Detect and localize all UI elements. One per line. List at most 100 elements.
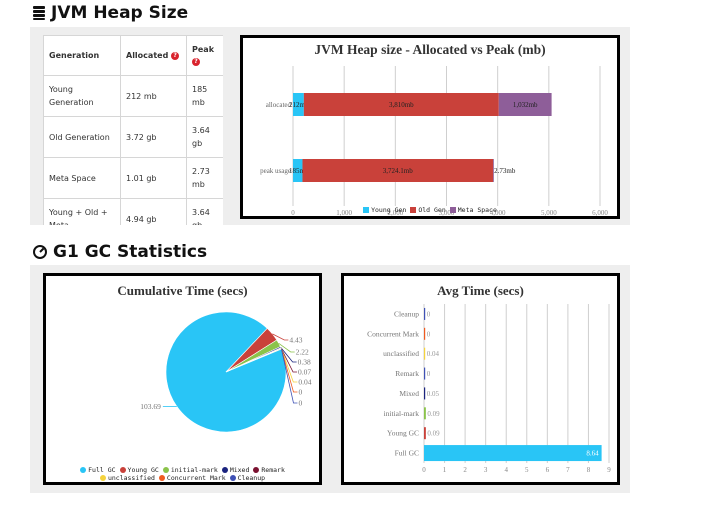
- table-row: Young + Old + Meta 4.94 gb 3.64 gb: [43, 198, 223, 225]
- database-icon: [33, 6, 45, 20]
- legend-swatch: [410, 207, 417, 213]
- gc-section-title-text: G1 GC Statistics: [53, 242, 208, 262]
- cell-peak: 3.64 gb: [186, 116, 223, 158]
- legend-item[interactable]: Remark: [253, 466, 285, 474]
- cell-allocated: 3.72 gb: [120, 116, 187, 158]
- legend-swatch: [363, 207, 370, 213]
- slice-label: 0.04: [298, 378, 311, 387]
- x-tick-label: 2: [463, 466, 467, 474]
- category-label: peak usage: [260, 167, 291, 175]
- legend-label: Meta Space: [457, 206, 497, 214]
- legend-label: Mixed: [229, 466, 250, 474]
- help-icon[interactable]: ?: [171, 51, 180, 60]
- data-label: 0.09: [427, 430, 440, 438]
- cell-peak: 185 mb: [186, 75, 223, 117]
- gauge-icon: [33, 245, 47, 259]
- bar: [424, 445, 602, 462]
- category-label: unclassified: [383, 349, 419, 358]
- heap-chart-title: JVM Heap size - Allocated vs Peak (mb): [314, 42, 546, 57]
- cell-allocated: 212 mb: [120, 75, 187, 117]
- x-tick-label: 2,000: [387, 209, 403, 217]
- x-tick-label: 7: [566, 466, 570, 474]
- cell-generation: Young + Old + Meta: [43, 198, 121, 225]
- slice-label: 0.38: [298, 358, 311, 367]
- legend-item[interactable]: initial-mark: [162, 466, 218, 474]
- leader-line: [272, 333, 289, 341]
- avg-chart-title: Avg Time (secs): [437, 283, 524, 298]
- bar-segment: [493, 159, 494, 182]
- heap-section-title-text: JVM Heap Size: [51, 3, 189, 23]
- x-tick-label: 3,000: [439, 209, 455, 217]
- x-tick-label: 4,000: [490, 209, 506, 217]
- slice-label: 103.69: [140, 402, 161, 411]
- legend-item[interactable]: Young Gen: [363, 206, 406, 214]
- bar: [424, 327, 426, 340]
- cell-allocated: 4.94 gb: [120, 198, 187, 225]
- legend-label: unclassified: [107, 474, 155, 482]
- data-label: 0.09: [427, 410, 440, 418]
- table-row: Young Generation 212 mb 185 mb: [43, 75, 223, 117]
- legend-item[interactable]: Cleanup: [229, 474, 265, 482]
- x-tick-label: 9: [607, 466, 611, 474]
- avg-chart-plot: 0 1 2 3 4 5 6 7 8 9 Cleanup 0 Concurrent Mark 0 unclas…: [367, 304, 611, 474]
- bar: [424, 367, 426, 380]
- x-tick-label: 4: [504, 466, 508, 474]
- gc-section-title: G1 GC Statistics: [33, 242, 207, 262]
- data-label: 0: [427, 310, 431, 318]
- help-icon[interactable]: ?: [192, 58, 200, 66]
- legend-label: Full GC: [88, 466, 116, 474]
- heap-table: Generation Allocated ? Peak? Young Gener…: [43, 35, 223, 225]
- leader-line: [281, 349, 298, 404]
- category-label: Concurrent Mark: [367, 329, 419, 338]
- heap-chart-legend: Young Gen Old Gen Meta Space: [243, 206, 617, 214]
- data-label: 185mb: [289, 167, 309, 175]
- header-allocated: Allocated ?: [120, 35, 187, 76]
- bar-segment: [302, 159, 494, 182]
- data-label: 0: [427, 330, 431, 338]
- leader-line: [280, 348, 298, 383]
- leader-line: [278, 342, 295, 353]
- bar-segment: [293, 159, 303, 182]
- legend-item[interactable]: unclassified: [99, 474, 155, 482]
- legend-item[interactable]: Concurrent Mark: [158, 474, 226, 482]
- bar-segment: [293, 93, 304, 116]
- slice-label: 2.22: [296, 348, 309, 357]
- x-tick-label: 1,000: [336, 209, 352, 217]
- bar-segment: [498, 93, 552, 116]
- legend-item[interactable]: Meta Space: [449, 206, 497, 214]
- data-label: 0.05: [427, 390, 440, 398]
- bar: [424, 427, 426, 440]
- legend-label: Young GC: [127, 466, 159, 474]
- slice-label: 0.07: [298, 368, 311, 377]
- cell-peak: 3.64 gb: [186, 198, 223, 225]
- bar: [424, 407, 426, 420]
- legend-item[interactable]: Full GC: [80, 466, 116, 474]
- legend-item[interactable]: Mixed: [221, 466, 250, 474]
- legend-swatch: [119, 467, 126, 473]
- data-label: 8.64: [586, 450, 599, 458]
- legend-label: initial-mark: [170, 466, 218, 474]
- cell-generation: Meta Space: [43, 157, 121, 199]
- data-label: 0: [427, 370, 431, 378]
- slice-label: 0: [298, 388, 302, 397]
- legend-label: Old Gen: [418, 206, 446, 214]
- x-tick-label: 6: [546, 466, 550, 474]
- bar-segment: [303, 93, 499, 116]
- category-label: initial-mark: [384, 409, 420, 418]
- table-row: Meta Space 1.01 gb 2.73 mb: [43, 157, 223, 199]
- x-tick-label: 5,000: [541, 209, 557, 217]
- legend-item[interactable]: Old Gen: [410, 206, 446, 214]
- category-label: Young GC: [387, 429, 419, 438]
- heap-chart: JVM Heap size - Allocated vs Peak (mb) 0…: [240, 35, 620, 219]
- table-row: Old Generation 3.72 gb 3.64 gb: [43, 116, 223, 158]
- legend-swatch: [99, 475, 106, 481]
- legend-swatch: [253, 467, 260, 473]
- cell-generation: Old Generation: [43, 116, 121, 158]
- legend-item[interactable]: Young GC: [119, 466, 159, 474]
- bar: [424, 387, 426, 400]
- table-header-row: Generation Allocated ? Peak?: [43, 35, 223, 76]
- legend-label: Concurrent Mark: [166, 474, 226, 482]
- x-tick-label: 6,000: [592, 209, 608, 217]
- leader-line: [281, 349, 298, 393]
